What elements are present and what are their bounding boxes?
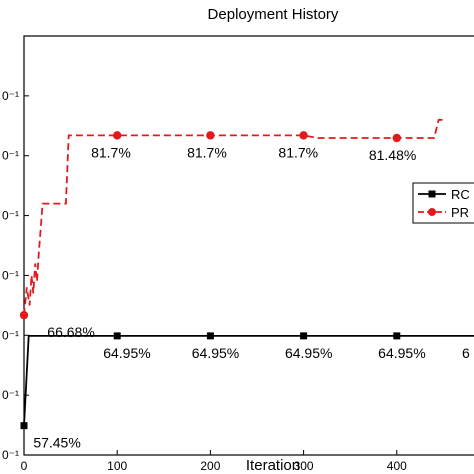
y-tick-label: 0⁻¹ <box>2 388 19 402</box>
marker-rc <box>300 332 308 340</box>
marker-pr <box>392 133 401 143</box>
series-line-pr <box>23 118 444 316</box>
x-axis-ticks: 0 100 200 300 400 <box>21 450 407 473</box>
x-tick-label: 300 <box>294 459 314 473</box>
data-label: 64.95% <box>285 345 332 361</box>
legend-marker-rc <box>428 190 436 198</box>
series-line-rc <box>23 334 474 426</box>
data-label: 64.95% <box>103 345 150 361</box>
y-tick-label: 0⁻¹ <box>2 268 19 282</box>
legend-label-rc: RC <box>451 187 470 202</box>
data-label: 57.45% <box>33 435 80 451</box>
x-axis-label: Iteration <box>246 457 300 474</box>
legend: RC PR <box>412 182 474 224</box>
marker-rc <box>20 422 28 430</box>
y-axis-ticks: 0⁻¹ 0⁻¹ 0⁻¹ 0⁻¹ 0⁻¹ 0⁻¹ 0⁻¹ <box>2 89 29 462</box>
data-label: 6 <box>462 345 470 361</box>
marker-pr <box>299 131 308 140</box>
y-tick-label: 0⁻¹ <box>2 209 19 223</box>
axes <box>23 35 474 456</box>
y-tick-label: 0⁻¹ <box>2 448 19 462</box>
legend-label-pr: PR <box>451 205 469 220</box>
y-tick-label: 0⁻¹ <box>2 89 19 103</box>
data-label: 81.7% <box>278 144 318 160</box>
x-tick-label: 100 <box>107 459 127 473</box>
plot-frame <box>23 35 474 456</box>
marker-pr <box>19 310 29 320</box>
marker-pr <box>113 131 122 140</box>
marker-rc <box>206 332 214 340</box>
chart-title: Deployment History <box>208 6 339 23</box>
marker-rc <box>393 332 401 340</box>
data-label: 81.7% <box>91 144 131 160</box>
series-markers <box>19 131 401 430</box>
marker-rc <box>113 332 121 340</box>
x-tick-label: 0 <box>21 459 28 473</box>
data-label: 66.68% <box>47 324 94 340</box>
data-label: 64.95% <box>192 345 239 361</box>
x-tick-label: 200 <box>200 459 220 473</box>
legend-box <box>412 182 474 224</box>
data-label: 81.7% <box>187 144 227 160</box>
data-label: 64.95% <box>378 345 425 361</box>
data-labels: 57.45% 66.68% 64.95% 64.95% 64.95% 64.95% 6 81.… <box>33 144 470 450</box>
marker-pr <box>206 131 215 140</box>
x-tick-label: 400 <box>387 459 407 473</box>
series-lines <box>23 118 474 426</box>
legend-marker-pr <box>428 208 436 216</box>
y-tick-label: 0⁻¹ <box>2 328 19 342</box>
y-tick-label: 0⁻¹ <box>2 149 19 163</box>
data-label: 81.48% <box>369 147 416 163</box>
